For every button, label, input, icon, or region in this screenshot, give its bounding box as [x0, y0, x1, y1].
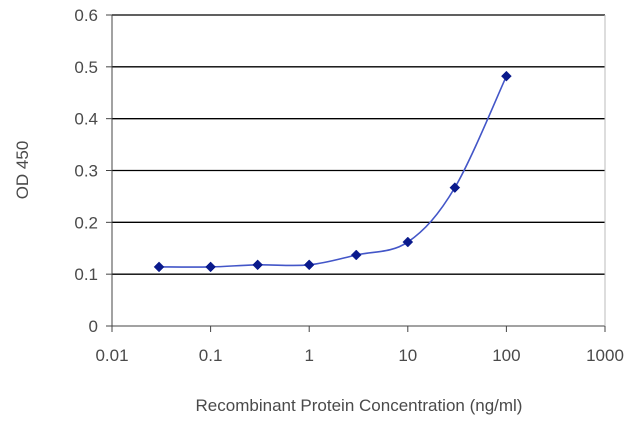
data-point — [153, 261, 165, 273]
data-point — [501, 70, 512, 82]
y-tick-label: 0.4 — [74, 110, 98, 129]
data-point — [350, 249, 362, 261]
series — [153, 70, 512, 273]
y-tick-labels: 0 0.1 0.2 0.3 0.4 0.5 0.6 — [74, 6, 98, 336]
data-point — [303, 259, 315, 271]
x-axis-label: Recombinant Protein Concentration (ng/ml… — [196, 396, 523, 415]
y-tick-label: 0.2 — [74, 213, 98, 232]
x-tick-label: 100 — [492, 346, 520, 365]
y-tick-label: 0.3 — [74, 162, 98, 181]
data-point — [205, 261, 216, 273]
y-tick-label: 0 — [89, 317, 98, 336]
data-point — [402, 236, 414, 248]
data-point — [449, 182, 461, 193]
axes — [106, 14, 606, 332]
data-point — [252, 259, 263, 271]
y-axis-label: OD 450 — [13, 141, 32, 200]
x-tick-label: 1 — [304, 346, 313, 365]
x-tick-label: 0.1 — [199, 346, 223, 365]
y-tick-label: 0.5 — [74, 58, 98, 77]
x-tick-label: 10 — [398, 346, 417, 365]
grid-lines — [112, 14, 605, 275]
x-tick-label: 0.01 — [95, 346, 128, 365]
y-tick-label: 0.1 — [74, 265, 98, 284]
x-tick-labels: 0.01 0.1 1 10 100 1000 — [95, 346, 623, 365]
x-tick-label: 1000 — [586, 346, 624, 365]
series-line — [159, 75, 508, 268]
y-tick-label: 0.6 — [74, 6, 98, 25]
